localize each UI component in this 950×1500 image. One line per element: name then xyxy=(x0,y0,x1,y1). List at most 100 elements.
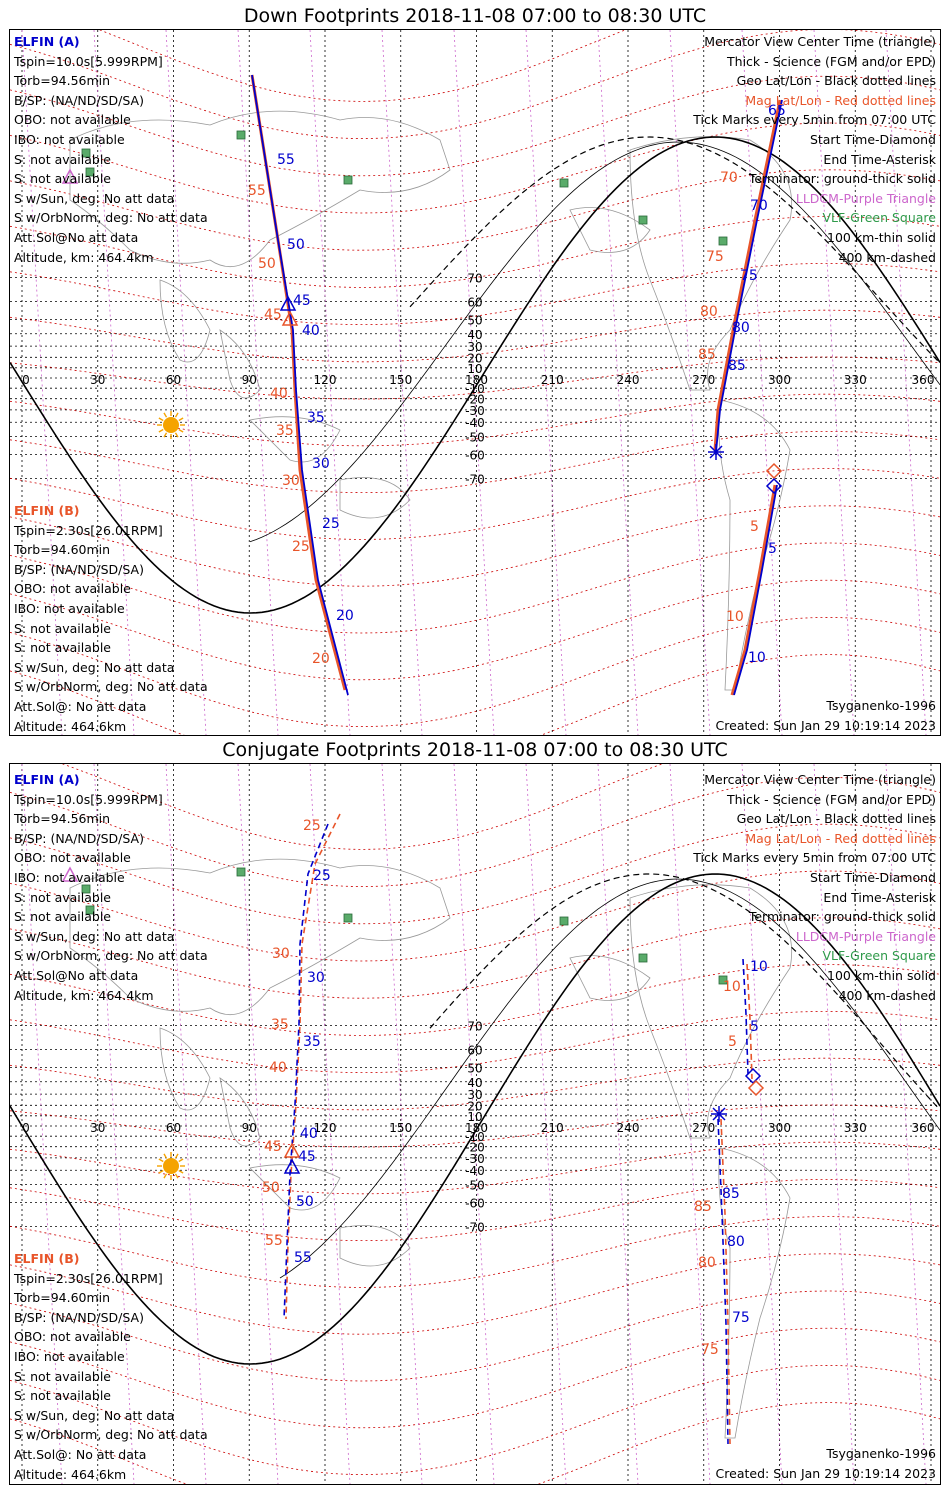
legend-line: Start Time-Diamond xyxy=(809,869,936,885)
sat-b-track-2 xyxy=(746,963,753,1080)
track-b-label: 20 xyxy=(312,651,330,667)
sun-ray xyxy=(178,428,184,433)
sat-a-track-2 xyxy=(715,99,783,453)
lat-tick-label: -30 xyxy=(465,1152,485,1166)
sat-a-line: Torb=94.56min xyxy=(14,811,111,827)
mag-lat-line xyxy=(10,1057,940,1111)
mag-lon-line xyxy=(165,764,207,1484)
sun-ray xyxy=(178,417,184,422)
track-b3-label: 75 xyxy=(701,1342,719,1358)
lon-tick-label: 60 xyxy=(166,373,181,387)
lat-tick-label: 40 xyxy=(467,1076,482,1090)
center-time-triangle xyxy=(61,866,79,882)
legend-line: Thick - Science (FGM and/or EPD) xyxy=(727,53,936,69)
sat-a-line: B/SP: (NA/ND/SD/SA) xyxy=(14,92,144,108)
conj-panel-title: Conjugate Footprints 2018-11-08 07:00 to… xyxy=(222,739,728,761)
sat-a-line: Att.Sol@No att data xyxy=(14,967,139,983)
geo-grid xyxy=(10,30,940,735)
lon-tick-label: 150 xyxy=(389,373,412,387)
vlf-station-marker xyxy=(718,236,728,246)
terminator-100km xyxy=(249,141,940,543)
end-time-asterisk xyxy=(708,444,724,460)
legend-line: End Time-Asterisk xyxy=(823,151,936,167)
sat-a-line: S w/Sun, deg: No att data xyxy=(14,928,175,944)
sun-ray xyxy=(174,1173,179,1179)
coastline xyxy=(718,1147,791,1439)
lon-tick-label: 90 xyxy=(242,373,257,387)
legend-line: VLF-Green Square xyxy=(822,948,936,964)
center-time-triangle xyxy=(279,295,297,311)
legend-line: Mercator View Center Time (triangle) xyxy=(704,772,936,787)
end-time-asterisk xyxy=(711,1106,727,1122)
mag-lon-line xyxy=(453,764,495,1484)
track-b-label: 45 xyxy=(264,1139,282,1155)
mag-lat-line xyxy=(10,616,940,728)
sat-a-line: Altitude, km: 464.4km xyxy=(14,987,154,1003)
coastline xyxy=(339,477,411,519)
sat-b-line: Att.Sol@: No att data xyxy=(14,698,147,714)
track-b3-label: 80 xyxy=(698,1255,716,1271)
lon-tick-label: 300 xyxy=(768,1121,791,1135)
mag-lon-line xyxy=(237,764,279,1484)
lat-tick-label: 30 xyxy=(467,1088,482,1102)
track-b-label: 35 xyxy=(276,423,294,439)
mag-lat-line xyxy=(10,964,940,1036)
vlf-station-marker xyxy=(559,916,569,926)
sat-b-line: S w/OrbNorm, deg: No att data xyxy=(14,1427,208,1443)
lat-tick-label: 60 xyxy=(467,296,482,310)
track-b2-label: 80 xyxy=(700,304,718,320)
mag-lon-line xyxy=(525,764,567,1484)
lat-tick-label: 70 xyxy=(467,271,482,285)
track-b-label: 30 xyxy=(272,946,290,962)
mag-lat-line xyxy=(10,169,940,251)
track-a3-label: 75 xyxy=(732,1310,750,1326)
lon-tick-label: 120 xyxy=(314,373,337,387)
legend-line: Mag Lat/Lon - Red dotted lines xyxy=(745,830,936,846)
sat-b-line: Tspin=2.30s[26.01RPM] xyxy=(14,1270,163,1286)
mag-lat-line xyxy=(10,216,940,288)
track-a3-label: 85 xyxy=(722,1186,740,1202)
sat-a-line: IBO: not available xyxy=(14,869,125,885)
sat-a-line: Torb=94.56min xyxy=(14,73,111,89)
legend-line: Tick Marks every 5min from 07:00 UTC xyxy=(693,112,936,128)
mag-lat-line xyxy=(61,764,664,850)
track-a-label: 40 xyxy=(302,323,320,339)
coastline xyxy=(159,1027,211,1111)
sat-a-line: B/SP: (NA/ND/SD/SA) xyxy=(14,830,144,846)
lat-tick-label: 20 xyxy=(467,1099,482,1113)
sat-a-name: ELFIN (A) xyxy=(14,772,80,787)
coastline xyxy=(69,110,451,268)
coastline xyxy=(629,884,793,1139)
lon-tick-label: 90 xyxy=(242,1121,257,1135)
mag-lon-line xyxy=(741,764,783,1484)
track-a2-label: 80 xyxy=(732,320,750,336)
lon-tick-label: 330 xyxy=(844,373,867,387)
track-a-label: 50 xyxy=(296,1194,314,1210)
sun-disc xyxy=(163,1158,179,1174)
track-a-label: 25 xyxy=(313,868,331,884)
sat-b-line: S: not available xyxy=(14,1368,111,1384)
legend-line: LLDCM-Purple Triangle xyxy=(795,190,936,206)
vlf-station-marker xyxy=(718,975,728,985)
conj-sat-b-info: ELFIN (B) Tspin=2.30s[26.01RPM] Torb=94.… xyxy=(14,1249,208,1484)
track-b-label: 30 xyxy=(282,473,300,489)
lat-tick-label: 10 xyxy=(467,362,482,376)
lon-tick-label: 120 xyxy=(314,1121,337,1135)
sat-a-line: OBO: not available xyxy=(14,850,131,866)
coastline xyxy=(569,207,651,253)
mag-lat-line xyxy=(10,356,940,400)
coastline xyxy=(569,955,651,1001)
sat-a-track xyxy=(283,823,329,1320)
sun-icon xyxy=(157,411,185,439)
lon-tick-label: 360 xyxy=(912,373,935,387)
lon-tick-label: 270 xyxy=(692,373,715,387)
lat-tick-label: 60 xyxy=(467,1044,482,1058)
legend-line: Geo Lat/Lon - Black dotted lines xyxy=(736,811,936,827)
model-label: Tsyganenko-1996 xyxy=(826,1446,936,1461)
lon-tick-label: 0 xyxy=(22,1121,30,1135)
legend-line: VLF-Green Square xyxy=(822,210,936,226)
sat-a-line: Tspin=10.0s[5.999RPM] xyxy=(14,791,163,807)
lon-tick-label: 210 xyxy=(541,373,564,387)
sat-b-track-3 xyxy=(720,1118,731,1445)
sat-b-track xyxy=(285,813,341,1320)
